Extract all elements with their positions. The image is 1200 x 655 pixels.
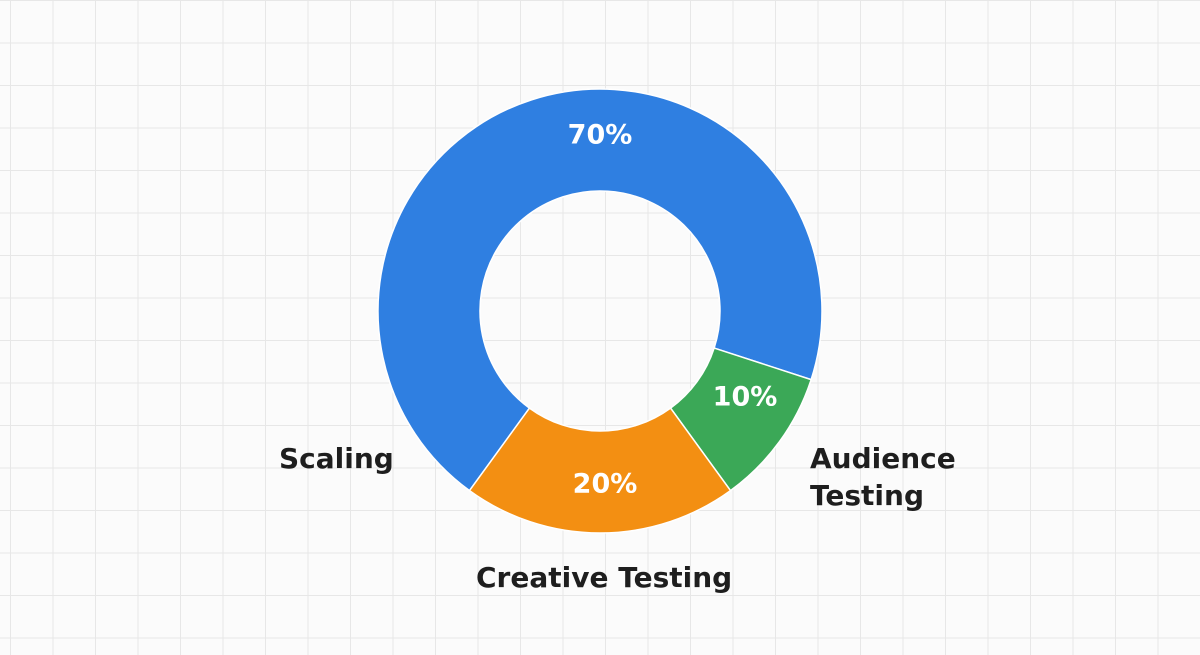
category-label: Audience Testing [810,442,956,512]
value-label: 10% [713,382,778,413]
value-label: 20% [573,469,638,500]
slice [468,407,732,534]
category-label: Scaling [279,442,394,475]
value-label: 70% [568,120,633,151]
slice [377,88,823,492]
category-label: Creative Testing [476,561,733,594]
